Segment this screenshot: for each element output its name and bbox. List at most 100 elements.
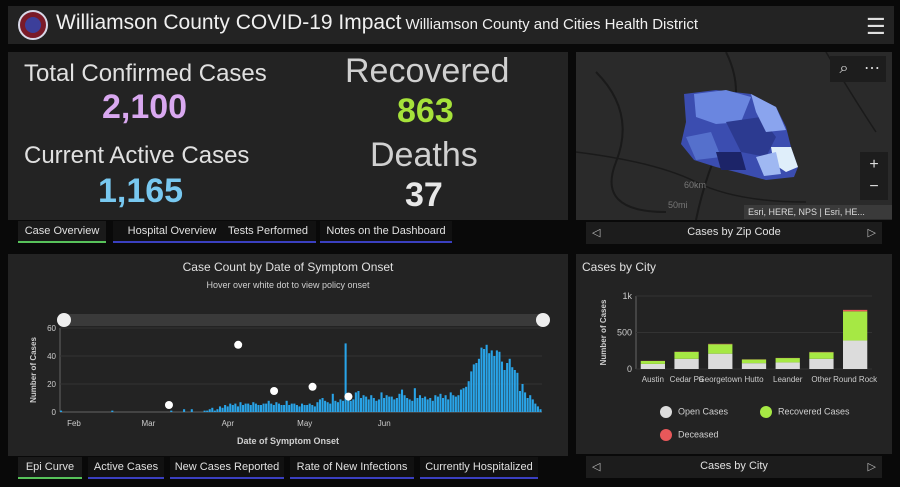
epi-x-tick-label: Mar <box>141 419 155 428</box>
epi-bar <box>170 410 173 412</box>
epi-bar <box>218 406 222 412</box>
epi-bar <box>321 398 324 412</box>
tab-rate-new-infections[interactable]: Rate of New Infections <box>290 457 414 479</box>
tab-currently-hospitalized[interactable]: Currently Hospitalized <box>420 457 538 479</box>
recovered-label: Recovered <box>345 52 510 90</box>
tab-case-overview[interactable]: Case Overview <box>18 221 106 243</box>
epi-bar <box>539 409 542 412</box>
epi-bar <box>495 350 498 412</box>
city-next-icon[interactable]: ▷ <box>867 461 876 473</box>
city-panel: Cases by City 0 500 1k Number of Cases Austi… <box>576 254 892 454</box>
city-bar-recovered <box>775 358 800 363</box>
epi-bar <box>236 406 239 412</box>
epi-bar <box>411 400 414 412</box>
policy-onset-dot[interactable] <box>308 382 317 391</box>
epi-bar <box>513 370 516 412</box>
range-slider-handle-right[interactable] <box>536 313 550 327</box>
map-prev-icon[interactable]: ◁ <box>592 227 601 239</box>
epi-bar <box>490 350 493 412</box>
epi-bar <box>442 398 445 412</box>
epi-tabs: Epi Curve Active Cases New Cases Reporte… <box>18 457 548 481</box>
legend-deceased: Deceased <box>660 429 719 441</box>
zip-code-map[interactable]: ⌕ ⋯ + − 60km 50mi Esri, HERE, NPS | Esri… <box>576 52 892 220</box>
epi-bar <box>275 402 278 412</box>
tab-new-cases-reported[interactable]: New Cases Reported <box>170 457 284 479</box>
epi-bar <box>267 400 270 412</box>
epi-bar <box>475 363 478 412</box>
map-next-icon[interactable]: ▷ <box>867 227 876 239</box>
epi-bar <box>257 405 260 412</box>
epi-bar <box>211 407 214 412</box>
epi-bar <box>465 386 468 412</box>
policy-onset-dot[interactable] <box>344 392 353 401</box>
epi-bar <box>359 398 363 412</box>
tab-epi-curve[interactable]: Epi Curve <box>18 457 82 479</box>
epi-x-label: Date of Symptom Onset <box>236 436 339 446</box>
deaths-label: Deaths <box>370 136 478 174</box>
epi-bar <box>349 400 352 412</box>
city-prev-icon[interactable]: ◁ <box>592 461 601 473</box>
epi-chart-subtitle: Hover over white dot to view policy onse… <box>206 280 370 290</box>
city-bar-recovered <box>809 352 834 359</box>
deceased-swatch <box>660 429 672 441</box>
epi-bar <box>377 399 380 412</box>
epi-bar <box>429 398 432 412</box>
epi-bar <box>516 372 519 412</box>
policy-onset-dot[interactable] <box>270 387 279 395</box>
city-y-tick-label: 1k <box>622 291 632 301</box>
epi-bar <box>206 410 209 412</box>
map-attribution: Esri, HERE, NPS | Esri, HE... <box>744 205 892 219</box>
city-x-tick-label: Hutto <box>744 375 764 384</box>
city-y-tick-label: 500 <box>617 328 632 338</box>
tab-active-cases[interactable]: Active Cases <box>88 457 164 479</box>
recovered-value: 863 <box>397 92 454 130</box>
epi-bar <box>388 396 391 412</box>
recovered-cases-swatch <box>760 406 772 418</box>
epi-bar <box>400 389 404 412</box>
epi-bar <box>470 371 473 412</box>
tab-hospital-overview[interactable]: Hospital Overview <box>113 221 231 243</box>
epi-bar <box>293 403 296 412</box>
map-more-icon[interactable]: ⋯ <box>858 56 886 82</box>
epi-bar <box>354 392 357 412</box>
epi-bar <box>452 395 455 412</box>
epi-bar <box>203 410 206 412</box>
tab-tests-performed[interactable]: Tests Performed <box>220 221 316 243</box>
epi-bar <box>390 396 393 412</box>
epi-bar <box>529 395 532 412</box>
epi-bar <box>536 406 539 412</box>
epi-bar <box>403 395 406 412</box>
range-slider-track <box>60 314 542 326</box>
range-slider-handle-left[interactable] <box>57 313 71 327</box>
zoom-out-button[interactable]: − <box>860 174 888 200</box>
epi-bar <box>226 406 229 412</box>
epi-y-tick-label: 0 <box>52 408 57 417</box>
policy-onset-dot[interactable] <box>234 340 243 349</box>
tab-notes-dashboard[interactable]: Notes on the Dashboard <box>320 221 452 243</box>
city-x-tick-label: Austin <box>642 375 664 384</box>
policy-onset-dot[interactable] <box>164 401 173 409</box>
zoom-in-button[interactable]: + <box>860 152 888 178</box>
city-y-tick-label: 0 <box>627 364 632 374</box>
city-bar-open <box>674 358 699 369</box>
city-bar-recovered <box>741 359 767 364</box>
legend-recovered-label: Recovered Cases <box>778 406 850 417</box>
city-bar-open <box>741 363 767 369</box>
epi-bar <box>526 398 529 412</box>
epi-y-label: Number of Cases <box>29 337 38 403</box>
map-canvas[interactable] <box>576 52 892 220</box>
epi-bar <box>518 391 521 412</box>
epi-bar <box>431 400 434 412</box>
epi-bar <box>283 405 286 412</box>
legend-open-label: Open Cases <box>678 406 729 417</box>
scale-km: 60km <box>684 180 707 190</box>
epi-chart[interactable]: 0 20 40 60 Number of Cases Feb Mar Apr May Jun <box>8 254 568 456</box>
epi-bar <box>467 381 470 412</box>
city-chart[interactable]: 0 500 1k Number of Cases Austin Cedar PaGeorg… <box>576 284 892 424</box>
epi-bar <box>239 402 242 412</box>
map-search-icon[interactable]: ⌕ <box>830 56 858 82</box>
epi-bar <box>352 399 355 412</box>
hamburger-icon[interactable]: ☰ <box>866 14 886 39</box>
city-x-tick-label: Round Rock <box>833 375 878 384</box>
epi-bar <box>324 400 327 412</box>
